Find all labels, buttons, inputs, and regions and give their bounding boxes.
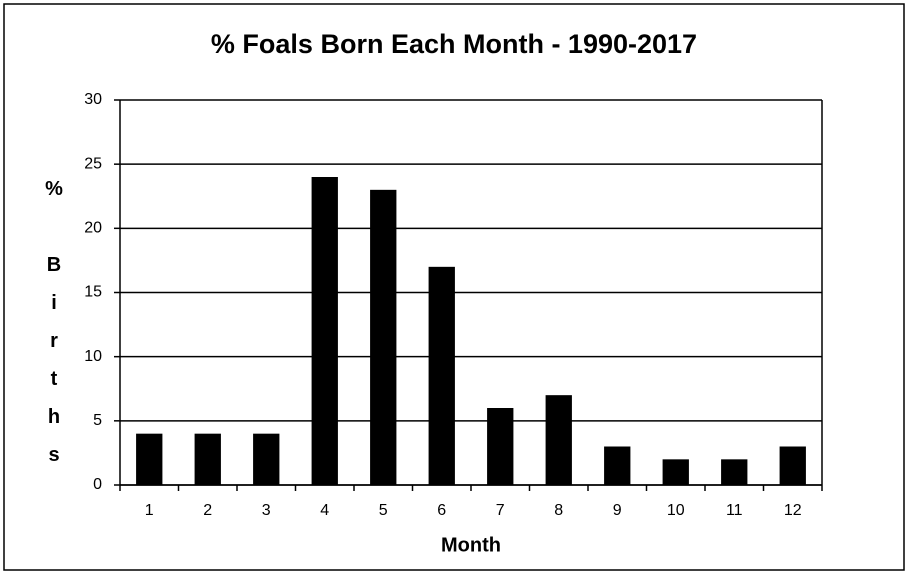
x-tick-label: 9 <box>613 502 622 519</box>
x-tick-label: 6 <box>437 502 446 519</box>
y-tick-label: 20 <box>84 220 102 237</box>
bar <box>311 177 338 485</box>
x-tick-label: 5 <box>379 502 388 519</box>
bar <box>604 446 631 485</box>
x-axis-title: Month <box>441 534 501 556</box>
y-tick-label: 10 <box>84 348 102 365</box>
x-tick-label: 4 <box>320 502 329 519</box>
y-tick-label: 25 <box>84 155 102 172</box>
x-tick-label: 11 <box>726 502 743 519</box>
x-tick-label: 1 <box>145 502 154 519</box>
bar <box>779 446 806 485</box>
x-tick-label: 2 <box>203 502 212 519</box>
x-tick-label: 7 <box>496 502 505 519</box>
bar <box>721 459 748 485</box>
y-tick-label: 30 <box>84 91 102 108</box>
bar <box>487 408 514 485</box>
y-axis-title: % Births <box>43 178 65 482</box>
x-tick-label: 10 <box>667 502 685 519</box>
x-tick-label: 3 <box>262 502 271 519</box>
y-tick-label: 0 <box>93 476 102 493</box>
chart-title: % Foals Born Each Month - 1990-2017 <box>211 29 697 59</box>
bar <box>370 189 397 486</box>
bar <box>194 433 221 485</box>
chart-border <box>3 3 905 571</box>
bar <box>136 433 163 485</box>
bar <box>253 433 280 485</box>
bar <box>545 395 572 485</box>
y-tick-label: 15 <box>84 284 102 301</box>
bar <box>662 459 689 485</box>
bar <box>428 266 455 485</box>
x-tick-label: 8 <box>554 502 563 519</box>
x-tick-label: 12 <box>784 502 802 519</box>
y-tick-label: 5 <box>93 412 102 429</box>
